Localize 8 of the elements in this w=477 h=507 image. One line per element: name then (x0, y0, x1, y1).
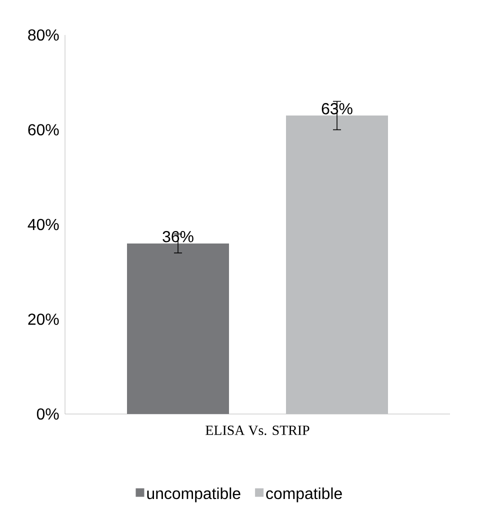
y-tick-label: 60% (28, 124, 59, 136)
y-tick-label: 20% (28, 314, 59, 325)
legend-label: compatible (266, 487, 342, 502)
x-tick-label: ELISA Vs. STRIP (206, 426, 310, 436)
legend-label: uncompatible (147, 487, 240, 502)
y-tick-label: 0% (36, 408, 59, 420)
y-tick-label: 80% (28, 29, 59, 41)
y-tick-label: 40% (28, 218, 59, 230)
